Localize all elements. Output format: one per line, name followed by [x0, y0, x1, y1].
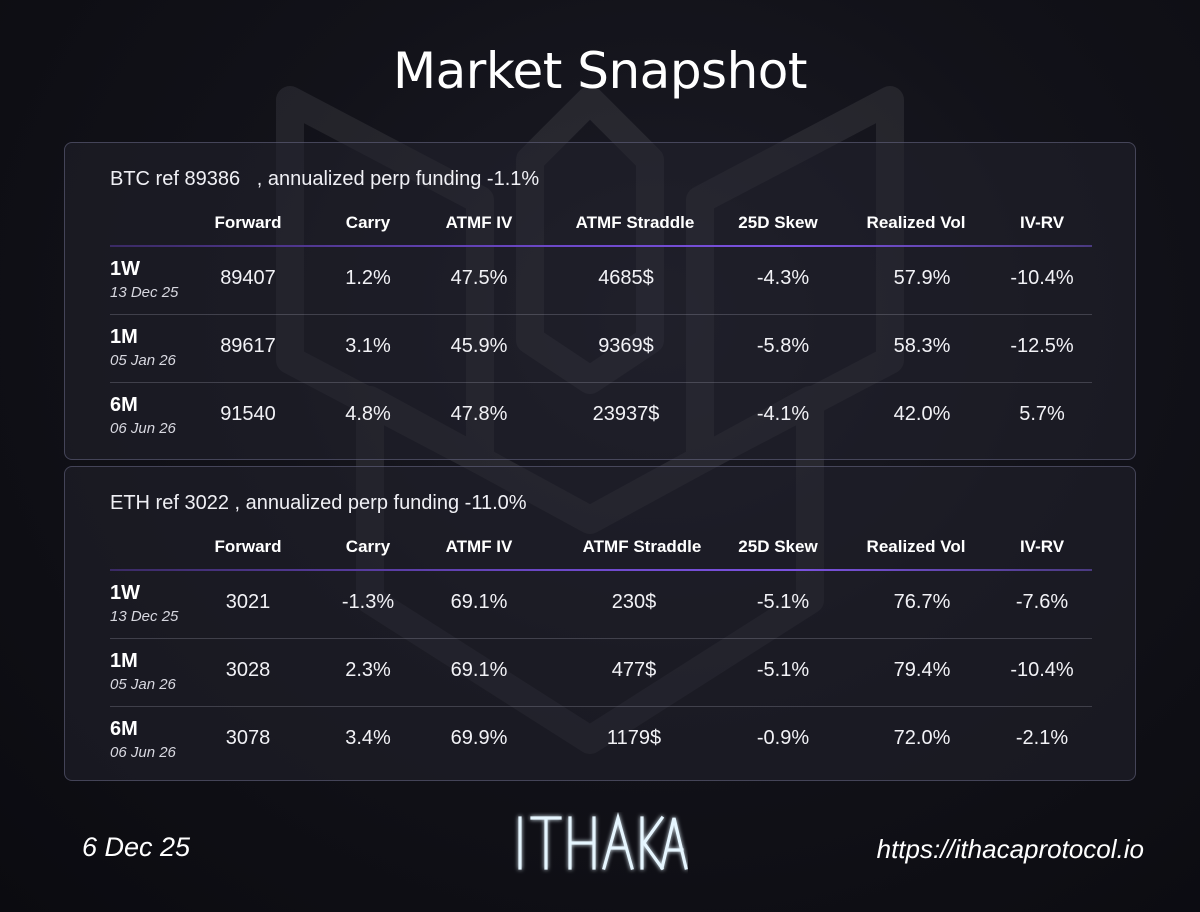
ithaka-logo-icon — [518, 812, 688, 871]
snapshot-date: 6 Dec 25 — [82, 832, 191, 862]
realized-vol-value: 58.3% — [893, 335, 951, 357]
25d-skew-value: -5.1% — [756, 591, 810, 613]
forward-value: 3078 — [225, 727, 271, 749]
column-header-atmf-straddle: ATMF Straddle — [575, 213, 695, 232]
expiry-date: 13 Dec 25 — [110, 284, 179, 301]
forward-value: 91540 — [220, 403, 276, 425]
row-divider — [110, 638, 1092, 639]
realized-vol-value: 76.7% — [893, 591, 951, 613]
realized-vol-value: 57.9% — [893, 267, 951, 289]
website-link[interactable]: https://ithacaprotocol.io — [876, 834, 1144, 864]
iv-rv-value: -12.5% — [1010, 335, 1074, 357]
carry-value: 1.2% — [345, 267, 391, 289]
column-header-atmf-iv: ATMF IV — [445, 537, 513, 556]
forward-value: 89407 — [220, 267, 276, 289]
iv-rv-value: -2.1% — [1015, 727, 1069, 749]
forward-value: 89617 — [220, 335, 276, 357]
atmf-straddle-value: 230$ — [611, 591, 657, 613]
carry-value: -1.3% — [341, 591, 395, 613]
column-header-realized-vol: Realized Vol — [866, 537, 966, 556]
atmf-straddle-value: 4685$ — [598, 267, 654, 289]
expiry-date: 06 Jun 26 — [110, 744, 176, 761]
realized-vol-value: 42.0% — [893, 403, 951, 425]
atmf-straddle-value: 23937$ — [592, 403, 660, 425]
btc-panel-header: BTC ref 89386 , annualized perp funding … — [110, 168, 540, 190]
table-row: 1W 13 Dec 25 3021 -1.3% 69.1% 230$ -5.1%… — [65, 571, 1137, 639]
column-header-carry: Carry — [345, 213, 391, 232]
column-header-atmf-iv: ATMF IV — [445, 213, 513, 232]
25d-skew-value: -0.9% — [756, 727, 810, 749]
carry-value: 3.4% — [345, 727, 391, 749]
column-header-forward: Forward — [214, 537, 282, 556]
expiry-date: 05 Jan 26 — [110, 676, 176, 693]
carry-value: 2.3% — [345, 659, 391, 681]
column-header-25d-skew: 25D Skew — [738, 213, 818, 232]
atmf-iv-value: 69.1% — [450, 659, 508, 681]
expiry-date: 06 Jun 26 — [110, 420, 176, 437]
column-header-realized-vol: Realized Vol — [866, 213, 966, 232]
column-header-25d-skew: 25D Skew — [738, 537, 818, 556]
eth-panel: ETH ref 3022 , annualized perp funding -… — [64, 466, 1136, 781]
row-divider — [110, 382, 1092, 383]
25d-skew-value: -4.3% — [756, 267, 810, 289]
table-row: 1M 05 Jan 26 3028 2.3% 69.1% 477$ -5.1% … — [65, 639, 1137, 707]
column-header-iv-rv: IV-RV — [1019, 537, 1065, 556]
forward-value: 3028 — [225, 659, 271, 681]
tenor-label: 1W — [110, 258, 140, 280]
row-divider — [110, 314, 1092, 315]
tenor-label: 1W — [110, 582, 140, 604]
realized-vol-value: 79.4% — [893, 659, 951, 681]
page-title: Market Snapshot — [392, 42, 808, 100]
column-header-carry: Carry — [345, 537, 391, 556]
expiry-date: 05 Jan 26 — [110, 352, 176, 369]
carry-value: 3.1% — [345, 335, 391, 357]
column-header-iv-rv: IV-RV — [1019, 213, 1065, 232]
atmf-iv-value: 45.9% — [450, 335, 508, 357]
atmf-straddle-value: 9369$ — [598, 335, 654, 357]
forward-value: 3021 — [225, 591, 271, 613]
25d-skew-value: -5.8% — [756, 335, 810, 357]
iv-rv-value: 5.7% — [1019, 403, 1065, 425]
expiry-date: 13 Dec 25 — [110, 608, 179, 625]
column-header-atmf-straddle: ATMF Straddle — [582, 537, 702, 556]
eth-panel-header: ETH ref 3022 , annualized perp funding -… — [110, 492, 527, 514]
table-row: 6M 06 Jun 26 3078 3.4% 69.9% 1179$ -0.9%… — [65, 707, 1137, 775]
tenor-label: 1M — [110, 326, 138, 348]
header-divider — [110, 245, 1092, 247]
tenor-label: 6M — [110, 394, 138, 416]
tenor-label: 1M — [110, 650, 138, 672]
realized-vol-value: 72.0% — [893, 727, 951, 749]
btc-panel: BTC ref 89386 , annualized perp funding … — [64, 142, 1136, 460]
25d-skew-value: -5.1% — [756, 659, 810, 681]
table-row: 1M 05 Jan 26 89617 3.1% 45.9% 9369$ -5.8… — [65, 315, 1137, 383]
header-divider — [110, 569, 1092, 571]
table-row: 6M 06 Jun 26 91540 4.8% 47.8% 23937$ -4.… — [65, 383, 1137, 451]
iv-rv-value: -7.6% — [1015, 591, 1069, 613]
iv-rv-value: -10.4% — [1010, 267, 1074, 289]
atmf-straddle-value: 1179$ — [606, 727, 662, 749]
atmf-straddle-value: 477$ — [611, 659, 657, 681]
atmf-iv-value: 69.1% — [450, 591, 508, 613]
tenor-label: 6M — [110, 718, 138, 740]
row-divider — [110, 706, 1092, 707]
carry-value: 4.8% — [345, 403, 391, 425]
column-header-forward: Forward — [214, 213, 282, 232]
25d-skew-value: -4.1% — [756, 403, 810, 425]
atmf-iv-value: 47.5% — [450, 267, 508, 289]
table-row: 1W 13 Dec 25 89407 1.2% 47.5% 4685$ -4.3… — [65, 247, 1137, 315]
atmf-iv-value: 47.8% — [450, 403, 508, 425]
atmf-iv-value: 69.9% — [450, 727, 508, 749]
iv-rv-value: -10.4% — [1010, 659, 1074, 681]
